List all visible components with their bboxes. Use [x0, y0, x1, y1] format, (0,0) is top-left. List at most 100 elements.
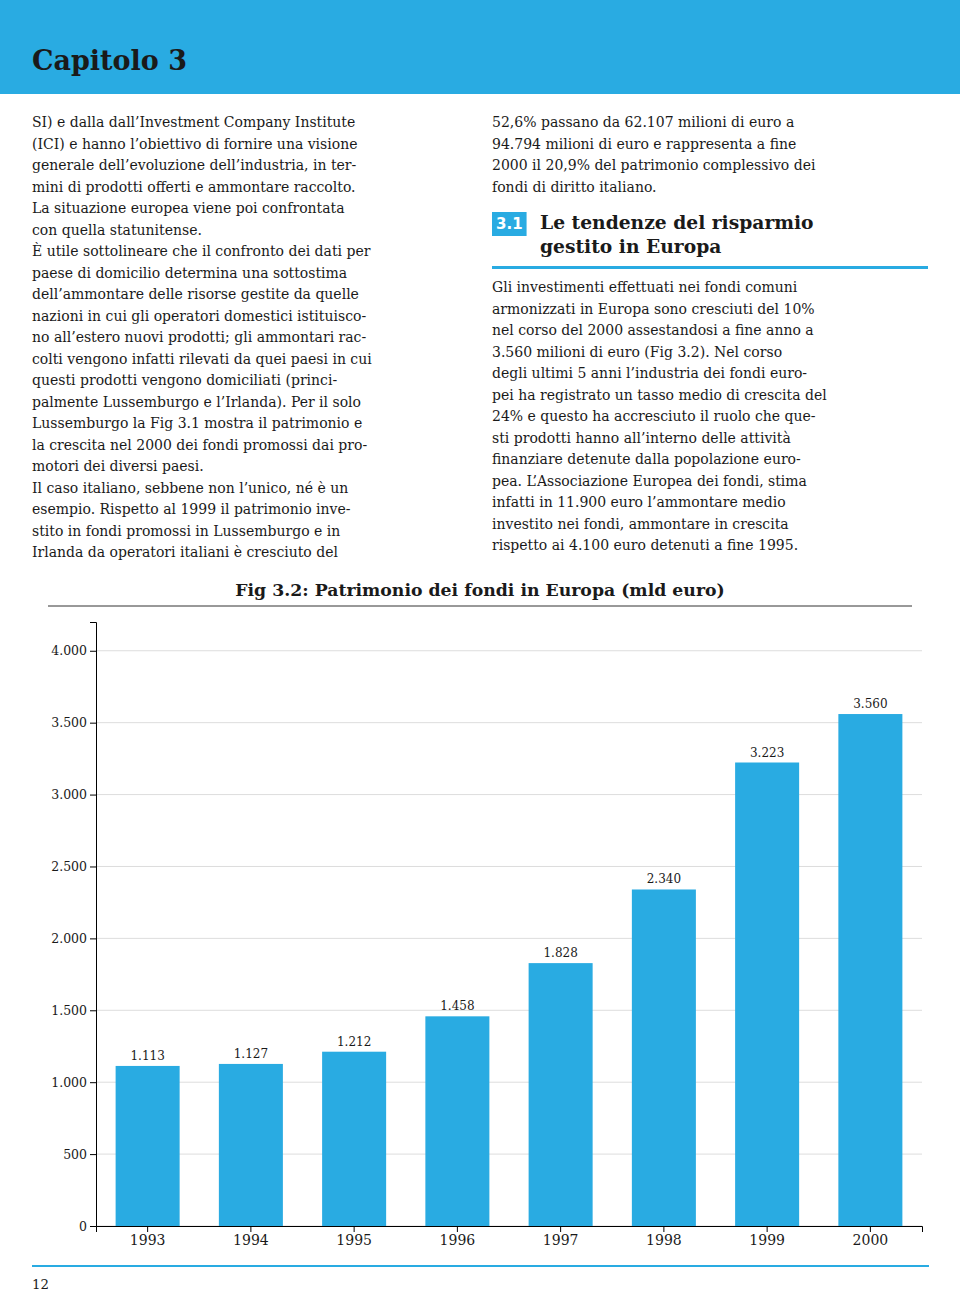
data-label: 1.458 — [440, 999, 474, 1013]
text-line: 3.560 milioni di euro (Fig 3.2). Nel cor… — [492, 344, 782, 360]
bar — [322, 1052, 386, 1226]
section-number: 3.1 — [496, 215, 523, 233]
y-tick-label: 0 — [79, 1219, 87, 1234]
x-tick: 1997 — [543, 1226, 579, 1248]
text-line: Le tendenze del risparmio — [540, 211, 814, 233]
paragraph: 52,6% passano da 62.107 milioni di euro … — [492, 114, 816, 195]
x-tick-label: 1997 — [543, 1232, 579, 1248]
grid — [96, 651, 922, 1226]
data-labels: 1.113 1.127 1.212 1.458 1.828 2.340 3.223 3.560 — [130, 697, 887, 1063]
y-tick: 1.500 — [51, 1003, 96, 1018]
footer-rule — [32, 1265, 929, 1267]
text-line: La situazione europea viene poi confront… — [32, 200, 345, 216]
x-tick: 1998 — [646, 1226, 682, 1248]
x-tick-label: 1998 — [646, 1232, 682, 1248]
data-label: 3.560 — [853, 697, 887, 711]
text-line: questi prodotti vengono domiciliati (pri… — [32, 372, 337, 388]
x-tick: 2000 — [853, 1226, 889, 1248]
y-tick-label: 2.000 — [51, 931, 87, 946]
text-line: È utile sottolineare che il confronto de… — [32, 242, 371, 259]
tick-mark — [90, 866, 96, 867]
text-line: colti vengono infatti rilevati da quei p… — [32, 351, 372, 367]
x-tick: 1999 — [749, 1226, 785, 1248]
grid-line — [96, 722, 922, 723]
data-label: 2.340 — [647, 872, 681, 886]
text-line: investito nei fondi, ammontare in cresci… — [492, 516, 789, 532]
x-tick-label: 1994 — [233, 1232, 269, 1248]
y-tick: 2.000 — [51, 931, 96, 946]
text-line: Il caso italiano, sebbene non l’unico, n… — [32, 480, 348, 496]
y-tick: 0 — [79, 1219, 96, 1234]
section-number-box — [492, 212, 527, 236]
footer-text: 12 — [32, 1277, 49, 1292]
y-tick-label: 3.000 — [51, 787, 87, 802]
x-tick-label: 1993 — [130, 1232, 166, 1248]
y-tick-label: 1.000 — [51, 1075, 87, 1090]
y-tick: 1.000 — [51, 1075, 96, 1090]
bar — [735, 763, 799, 1226]
x-tick-label: 1995 — [336, 1232, 372, 1248]
text-line: 94.794 milioni di euro e rappresenta a f… — [492, 136, 796, 152]
grid-line — [96, 650, 922, 651]
data-label: 1.828 — [543, 946, 577, 960]
text-line: esempio. Rispetto al 1999 il patrimonio … — [32, 501, 351, 517]
text-line: dell’ammontare delle risorse gestite da … — [32, 286, 359, 302]
y-tick: 3.500 — [51, 715, 96, 730]
text-line: fondi di diritto italiano. — [492, 179, 657, 195]
y-tick: 500 — [63, 1147, 96, 1162]
text-line: motori dei diversi paesi. — [32, 458, 204, 474]
x-tick: 1995 — [336, 1226, 372, 1248]
axis-line — [90, 623, 97, 1227]
text-line: con quella statunitense. — [32, 222, 202, 238]
tick-mark — [90, 1082, 96, 1083]
data-label: 1.212 — [337, 1035, 371, 1049]
data-label: 3.223 — [750, 746, 784, 760]
tick-mark — [90, 938, 96, 939]
text-line: mini di prodotti offerti e ammontare rac… — [32, 179, 356, 195]
text-line: pea. L’Associazione Europea dei fondi, s… — [492, 473, 807, 489]
axis-line — [97, 1227, 923, 1233]
header-bar — [0, 0, 960, 94]
bar — [116, 1066, 180, 1226]
tick-mark — [90, 723, 96, 724]
tick-mark — [90, 1154, 96, 1155]
paragraph: È utile sottolineare che il confronto de… — [32, 242, 372, 474]
text-line: infatti in 11.900 euro l’ammontare medio — [492, 494, 786, 510]
y-tick-label: 3.500 — [51, 715, 87, 730]
page: Capitolo 3 SI) e dalla dall’Investment Co… — [0, 0, 960, 1300]
chart-title: Fig 3.2: Patrimonio dei fondi in Europa … — [235, 580, 724, 600]
text-line: finanziare detenute dalla popolazione eu… — [492, 451, 801, 467]
text-line: sti prodotti hanno all’interno delle att… — [492, 430, 791, 446]
x-tick-label: 1999 — [749, 1232, 785, 1248]
section-badge: 3.1 — [492, 212, 527, 236]
text-line: gestito in Europa — [540, 235, 721, 257]
y-tick-label: 4.000 — [51, 643, 87, 658]
text-line: la crescita nel 2000 dei fondi promossi … — [32, 437, 367, 453]
paragraph: SI) e dalla dall’Investment Company Inst… — [32, 114, 357, 238]
tick-mark — [90, 795, 96, 796]
header-text: Capitolo 3 — [32, 45, 187, 76]
text-line: nel corso del 2000 assestandosi a fine a… — [492, 322, 814, 338]
data-label: 1.127 — [234, 1047, 268, 1061]
x-tick-label: 2000 — [853, 1232, 889, 1248]
bar — [219, 1064, 283, 1226]
paragraph: Il caso italiano, sebbene non l’unico, n… — [32, 480, 351, 561]
data-label: 1.113 — [130, 1049, 164, 1063]
text-line: Lussemburgo la Fig 3.1 mostra il patrimo… — [32, 415, 362, 431]
tick-mark — [90, 1010, 96, 1011]
bar — [529, 963, 593, 1226]
text-line: Gli investimenti effettuati nei fondi co… — [492, 279, 798, 295]
x-tick: 1994 — [233, 1226, 269, 1248]
tick-mark — [90, 651, 96, 652]
y-axis: 0 500 1.000 1.500 2.000 2.500 3.000 3.500 4.000 — [51, 623, 96, 1234]
text-line: no all’estero nuovi prodotti; gli ammont… — [32, 329, 366, 345]
text-line: pei ha registrato un tasso medio di cres… — [492, 387, 827, 403]
y-tick: 2.500 — [51, 859, 96, 874]
x-axis: 19931994199519961997199819992000 — [97, 1226, 923, 1248]
bars — [116, 714, 903, 1226]
text-line: paese di domicilio determina una sottost… — [32, 265, 347, 281]
x-tick: 1993 — [130, 1226, 166, 1248]
bar — [632, 889, 696, 1226]
text-line: armonizzati in Europa sono cresciuti del… — [492, 301, 815, 317]
text-line: rispetto ai 4.100 euro detenuti a fine 1… — [492, 537, 798, 553]
